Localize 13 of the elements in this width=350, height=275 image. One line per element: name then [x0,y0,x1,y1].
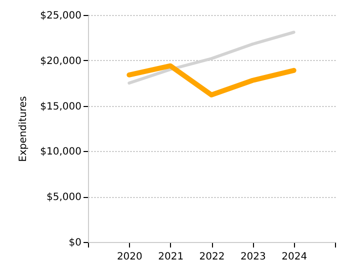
x-tick-label: 2024 [282,252,308,262]
line-series [128,30,296,85]
y-tick-label: $10,000 [40,146,82,158]
y-tick-label: $0 [68,238,82,248]
y-tick-label: $5,000 [46,192,82,204]
x-tick-label: 2021 [158,252,184,262]
y-axis-title: Expenditures [18,96,30,162]
y-tick-label: $15,000 [40,101,82,112]
x-tick-label: 2020 [116,252,142,262]
x-tick-label: 2023 [240,252,266,262]
x-tick-label: 2022 [199,252,225,262]
y-tick-label: $20,000 [40,56,82,67]
y-tick-label: $25,000 [40,10,82,22]
